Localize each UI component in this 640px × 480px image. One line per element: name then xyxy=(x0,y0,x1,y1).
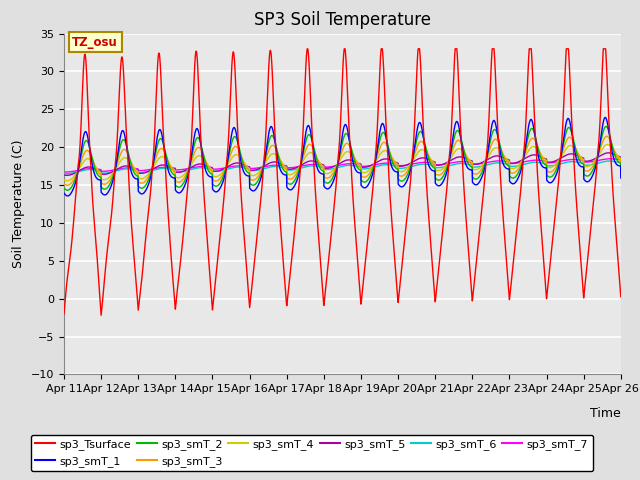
Title: SP3 Soil Temperature: SP3 Soil Temperature xyxy=(254,11,431,29)
Text: TZ_osu: TZ_osu xyxy=(72,36,118,48)
Text: Time: Time xyxy=(590,407,621,420)
Legend: sp3_Tsurface, sp3_smT_1, sp3_smT_2, sp3_smT_3, sp3_smT_4, sp3_smT_5, sp3_smT_6, : sp3_Tsurface, sp3_smT_1, sp3_smT_2, sp3_… xyxy=(31,435,593,471)
Y-axis label: Soil Temperature (C): Soil Temperature (C) xyxy=(12,140,26,268)
